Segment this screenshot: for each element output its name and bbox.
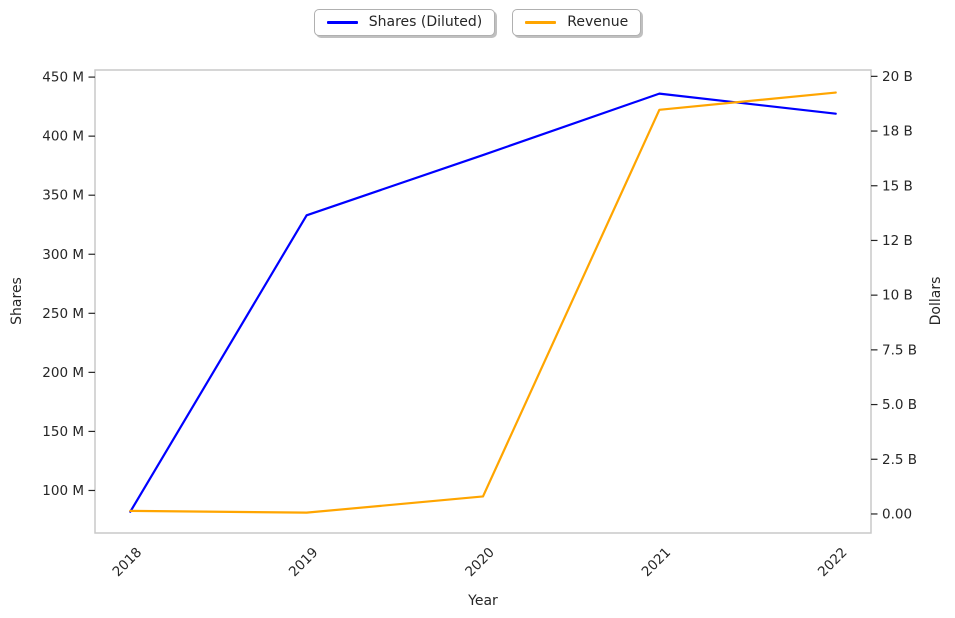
right-y-tick-label: 7.5 B (882, 342, 917, 358)
right-y-tick-label: 2.5 B (882, 452, 917, 468)
legend-item-shares: Shares (Diluted) (313, 9, 496, 36)
left-y-tick-label: 200 M (42, 365, 84, 381)
left-y-tick-label: 400 M (42, 129, 84, 145)
x-tick-label: 2018 (109, 545, 145, 581)
x-tick-label: 2020 (462, 545, 498, 581)
right-y-tick-label: 0.00 (882, 506, 912, 522)
right-y-tick-label: 15 B (882, 178, 913, 194)
right-y-tick-label: 5.0 B (882, 397, 917, 413)
right-axis-title: Dollars (928, 277, 944, 326)
left-y-tick-label: 150 M (42, 424, 84, 440)
right-y-tick-label: 10 B (882, 288, 913, 304)
x-axis-title: Year (467, 593, 498, 609)
legend-label-revenue: Revenue (567, 14, 629, 30)
legend-label-shares: Shares (Diluted) (368, 14, 483, 30)
left-y-tick-label: 100 M (42, 483, 84, 499)
right-y-tick-label: 20 B (882, 69, 913, 85)
shares-line-swatch (326, 21, 358, 24)
x-tick-label: 2022 (815, 545, 851, 581)
left-y-tick-label: 450 M (42, 70, 84, 86)
legend-item-revenue: Revenue (512, 9, 642, 36)
series-line-revenue (129, 91, 837, 514)
left-y-tick-label: 300 M (42, 247, 84, 263)
left-y-tick-label: 250 M (42, 306, 84, 322)
x-tick-label: 2019 (286, 545, 322, 581)
x-tick-label: 2021 (639, 545, 675, 581)
right-y-tick-label: 18 B (882, 124, 913, 140)
left-axis-title: Shares (9, 277, 25, 325)
right-y-tick-label: 12 B (882, 233, 913, 249)
legend: Shares (Diluted) Revenue (0, 9, 955, 36)
plot-frame (94, 69, 872, 534)
series-line-shares (129, 92, 837, 513)
revenue-line-swatch (525, 21, 557, 24)
left-y-tick-label: 350 M (42, 188, 84, 204)
